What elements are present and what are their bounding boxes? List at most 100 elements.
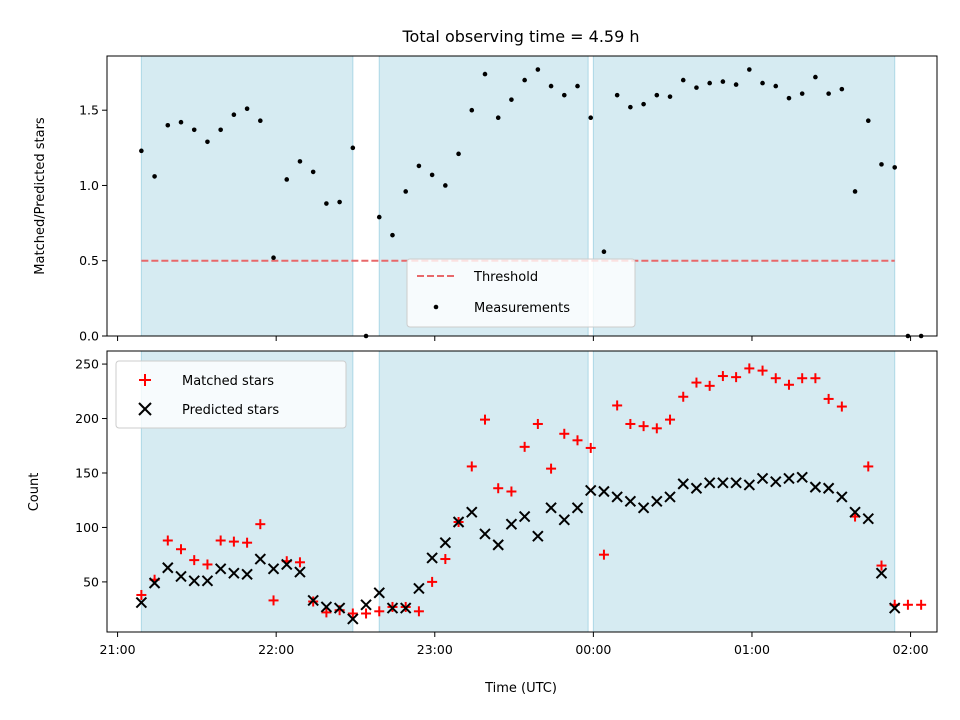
measurement-point-44 xyxy=(720,79,726,84)
predicted-marker-b xyxy=(558,514,571,526)
predicted-stars-point-15 xyxy=(333,602,346,614)
measurement-point-0 xyxy=(139,148,144,154)
measurement-point-8 xyxy=(244,106,250,111)
measurement-point-56 xyxy=(879,162,884,167)
measurement-point-12 xyxy=(297,159,303,164)
matched-stars-point-35 xyxy=(598,549,609,560)
measurement-point-15 xyxy=(337,199,342,205)
measurement-point-36 xyxy=(614,92,620,98)
predicted-marker-b xyxy=(677,478,689,490)
measurement-point-13 xyxy=(310,169,316,175)
predicted-stars-point-45 xyxy=(730,477,742,489)
matched-stars-point-6 xyxy=(215,535,226,546)
measurement-point-30 xyxy=(535,67,541,72)
predicted-stars-point-26 xyxy=(479,528,491,540)
predicted-stars-point-55 xyxy=(862,513,874,525)
predicted-stars-point-13 xyxy=(307,594,319,607)
x-tick-label: 23:00 xyxy=(417,642,453,657)
predicted-stars-point-18 xyxy=(373,587,385,599)
predicted-stars-point-33 xyxy=(571,502,584,514)
matched-stars-point-33 xyxy=(572,435,583,446)
predicted-marker-b xyxy=(413,582,425,595)
predicted-marker-b xyxy=(518,510,531,523)
predicted-marker-b xyxy=(360,599,372,611)
measurement-point-10 xyxy=(271,255,276,261)
measurement-point-41 xyxy=(680,77,686,83)
measurement-point-35 xyxy=(601,249,607,254)
bottom-observing-window-1 xyxy=(379,351,589,632)
measurement-point-55 xyxy=(865,118,871,124)
matched-stars-point-58 xyxy=(902,599,913,610)
measurement-point-49 xyxy=(786,95,792,101)
predicted-stars-point-9 xyxy=(254,553,267,565)
matched-stars-point-39 xyxy=(651,423,662,434)
measurement-point-22 xyxy=(429,172,435,178)
measurement-point-7 xyxy=(231,112,237,118)
predicted-stars-point-3 xyxy=(175,570,187,583)
measurement-point-24 xyxy=(456,151,461,157)
measurement-point-6 xyxy=(218,127,223,133)
predicted-marker-b xyxy=(479,528,491,540)
predicted-stars-point-42 xyxy=(690,482,703,494)
predicted-stars-point-30 xyxy=(532,530,544,542)
measurement-point-4 xyxy=(191,127,197,133)
predicted-stars-point-34 xyxy=(585,484,597,497)
predicted-marker-b xyxy=(532,530,544,542)
measurement-point-51 xyxy=(813,74,818,80)
matched-stars-point-44 xyxy=(717,371,728,382)
predicted-stars-point-32 xyxy=(558,514,571,526)
matched-stars-point-26 xyxy=(479,414,490,425)
matched-stars-point-32 xyxy=(559,428,570,439)
predicted-stars-point-49 xyxy=(783,472,795,485)
threshold-legend-label: Threshold xyxy=(473,270,538,285)
chart-title: Total observing time = 4.59 h xyxy=(401,27,639,46)
measurement-point-39 xyxy=(654,92,660,98)
predicted-stars-point-4 xyxy=(188,575,200,587)
predicted-stars-point-16 xyxy=(347,613,359,625)
matched-stars-point-4 xyxy=(189,555,200,566)
measurement-point-47 xyxy=(760,80,765,86)
predicted-stars-point-10 xyxy=(267,563,280,575)
bottom-y-axis-label: Count xyxy=(27,473,42,512)
predicted-stars-point-8 xyxy=(241,568,253,580)
measurement-point-37 xyxy=(628,104,633,110)
matched-stars-point-17 xyxy=(361,608,372,619)
top-observing-window-2 xyxy=(593,56,895,336)
predicted-marker-b xyxy=(875,567,888,579)
measurement-point-19 xyxy=(390,232,395,238)
predicted-stars-point-17 xyxy=(360,599,372,611)
predicted-marker-b xyxy=(756,472,769,485)
predicted-stars-point-24 xyxy=(452,516,465,528)
predicted-stars-point-7 xyxy=(228,567,240,579)
matched-stars-point-48 xyxy=(770,373,781,384)
x-tick-label: 21:00 xyxy=(100,642,136,657)
bottom-axes-frame xyxy=(106,350,938,633)
matched-stars-point-55 xyxy=(863,461,874,472)
predicted-marker-b xyxy=(201,575,214,587)
top-y-tick-label: 1.0 xyxy=(79,178,99,193)
predicted-marker-b xyxy=(822,482,835,494)
top-y-tick-label: 1.5 xyxy=(79,103,99,118)
x-tick-label: 00:00 xyxy=(575,642,611,657)
matched-stars-point-2 xyxy=(162,535,173,546)
matched-stars-point-46 xyxy=(744,363,755,374)
predicted-marker-b xyxy=(703,477,716,489)
predicted-stars-point-22 xyxy=(426,552,438,564)
predicted-stars-point-39 xyxy=(651,495,663,508)
matched-stars-point-27 xyxy=(493,483,504,494)
predicted-stars-point-0 xyxy=(135,596,148,609)
bottom-axis-ticks: 21:00 22:00 23:00 00:00 01:00 02:00 50 100 150 20… xyxy=(75,357,928,657)
measurement-point-1 xyxy=(152,174,157,179)
measurement-point-20 xyxy=(403,189,408,194)
measurement-point-54 xyxy=(852,189,858,194)
predicted-marker-b xyxy=(333,602,346,614)
measurement-point-16 xyxy=(350,145,356,151)
measurement-point-14 xyxy=(324,201,329,206)
matched-stars-point-41 xyxy=(678,391,689,402)
predicted-stars-point-38 xyxy=(637,502,650,514)
predicted-marker-b xyxy=(386,602,399,614)
count-points xyxy=(135,363,927,625)
matched-stars-point-36 xyxy=(612,400,623,411)
predicted-stars-point-20 xyxy=(399,602,412,614)
bottom-y-tick-label: 100 xyxy=(75,520,99,535)
